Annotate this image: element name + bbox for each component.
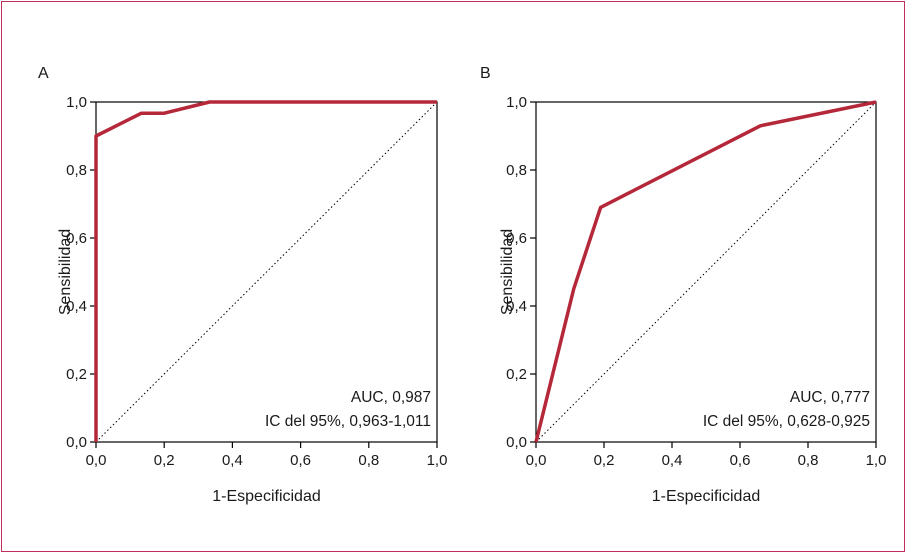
y-tick-label: 0,0	[66, 434, 87, 451]
x-tick-label: 0,4	[662, 452, 683, 469]
panel-a-label: A	[38, 65, 49, 82]
x-tick-label: 0,0	[526, 452, 547, 469]
x-tick-label: 1,0	[427, 452, 448, 469]
x-tick-label: 0,2	[154, 452, 175, 469]
y-tick-label: 0,4	[506, 298, 527, 315]
y-tick-label: 1,0	[66, 94, 87, 111]
panel-b-x-axis-label: 1-Especificidad	[652, 488, 761, 505]
x-tick-label: 0,6	[290, 452, 311, 469]
panel-a-ticks: 0,0 0,2 0,4 0,6 0,8 1,0 0,0 0,2 0,4 0,6 0,8 1,0	[66, 94, 447, 469]
panel-b-roc-line	[534, 100, 877, 443]
y-tick-label: 0,6	[506, 230, 527, 247]
y-tick-label: 0,6	[66, 230, 87, 247]
y-tick-label: 0,2	[506, 366, 527, 383]
x-tick-label: 0,6	[730, 452, 751, 469]
panel-b-label: B	[480, 65, 491, 82]
y-tick-label: 0,8	[506, 162, 527, 179]
panel-b-ci-label: IC del 95%, 0,628-0,925	[703, 413, 870, 430]
x-tick-label: 0,2	[594, 452, 615, 469]
panel-a-roc-line	[94, 100, 437, 442]
panel-b-plot-area	[535, 101, 877, 443]
panel-a: A 0,0 0,2 0,4 0,6 0,8 1,0 0,0 0,2 0,4 0,6 0,8 1,0 1…	[38, 65, 447, 505]
panel-a-y-axis-label: Sensibilidad	[57, 229, 74, 315]
panel-a-x-axis-label: 1-Especificidad	[212, 488, 321, 505]
x-tick-label: 0,4	[222, 452, 243, 469]
panel-a-auc-label: AUC, 0,987	[351, 389, 431, 406]
y-tick-label: 0,8	[66, 162, 87, 179]
panel-a-reference-diagonal	[95, 101, 438, 443]
y-tick-label: 0,0	[506, 434, 527, 451]
panel-b-reference-diagonal	[535, 101, 877, 443]
panel-b-ticks: 0,0 0,2 0,4 0,6 0,8 1,0 0,0 0,2 0,4 0,6 0,8 1,0	[506, 94, 886, 469]
x-tick-label: 0,8	[358, 452, 379, 469]
panel-a-ci-label: IC del 95%, 0,963-1,011	[265, 413, 431, 430]
panel-b-y-axis-label: Sensibilidad	[499, 229, 516, 315]
panel-b: B 0,0 0,2 0,4 0,6 0,8 1,0 0,0 0,2 0,4 0,6 0,8 1,0 1…	[480, 65, 886, 505]
panel-b-auc-label: AUC, 0,777	[790, 389, 870, 406]
x-tick-label: 0,8	[798, 452, 819, 469]
y-tick-label: 0,2	[66, 366, 87, 383]
y-tick-label: 0,4	[66, 298, 87, 315]
y-tick-label: 1,0	[506, 94, 527, 111]
x-tick-label: 0,0	[86, 452, 107, 469]
x-tick-label: 1,0	[866, 452, 887, 469]
